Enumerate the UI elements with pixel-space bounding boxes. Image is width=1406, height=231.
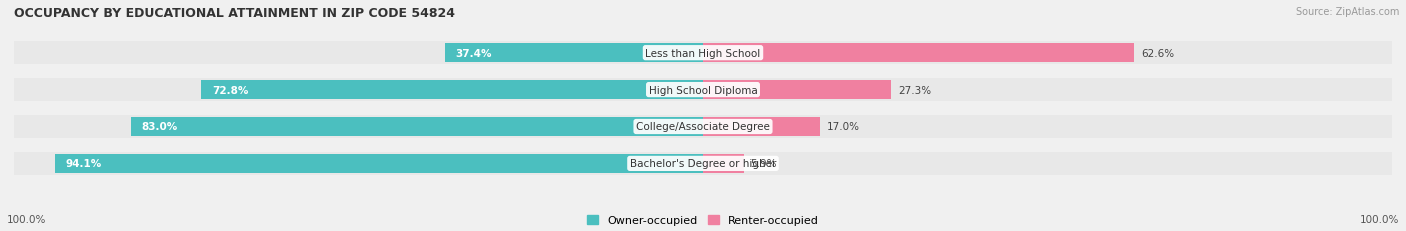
Bar: [14, 79, 1392, 102]
Bar: [446, 44, 703, 63]
Text: OCCUPANCY BY EDUCATIONAL ATTAINMENT IN ZIP CODE 54824: OCCUPANCY BY EDUCATIONAL ATTAINMENT IN Z…: [14, 7, 456, 20]
Bar: [703, 81, 891, 100]
Bar: [14, 152, 1392, 175]
Text: 72.8%: 72.8%: [212, 85, 249, 95]
Text: College/Associate Degree: College/Associate Degree: [636, 122, 770, 132]
Text: 5.9%: 5.9%: [751, 159, 778, 169]
Bar: [201, 81, 703, 100]
Bar: [703, 117, 820, 137]
Text: 62.6%: 62.6%: [1142, 49, 1174, 58]
Bar: [131, 117, 703, 137]
Text: 17.0%: 17.0%: [827, 122, 860, 132]
Text: 27.3%: 27.3%: [898, 85, 931, 95]
Text: 100.0%: 100.0%: [7, 214, 46, 224]
Text: High School Diploma: High School Diploma: [648, 85, 758, 95]
Text: 83.0%: 83.0%: [142, 122, 177, 132]
Text: 94.1%: 94.1%: [65, 159, 101, 169]
Text: Bachelor's Degree or higher: Bachelor's Degree or higher: [630, 159, 776, 169]
Text: 100.0%: 100.0%: [1360, 214, 1399, 224]
Bar: [14, 116, 1392, 138]
Bar: [55, 154, 703, 173]
Legend: Owner-occupied, Renter-occupied: Owner-occupied, Renter-occupied: [586, 215, 820, 225]
Text: Less than High School: Less than High School: [645, 49, 761, 58]
Bar: [703, 44, 1135, 63]
Bar: [703, 154, 744, 173]
Bar: [14, 42, 1392, 65]
Text: Source: ZipAtlas.com: Source: ZipAtlas.com: [1295, 7, 1399, 17]
Text: 37.4%: 37.4%: [456, 49, 492, 58]
